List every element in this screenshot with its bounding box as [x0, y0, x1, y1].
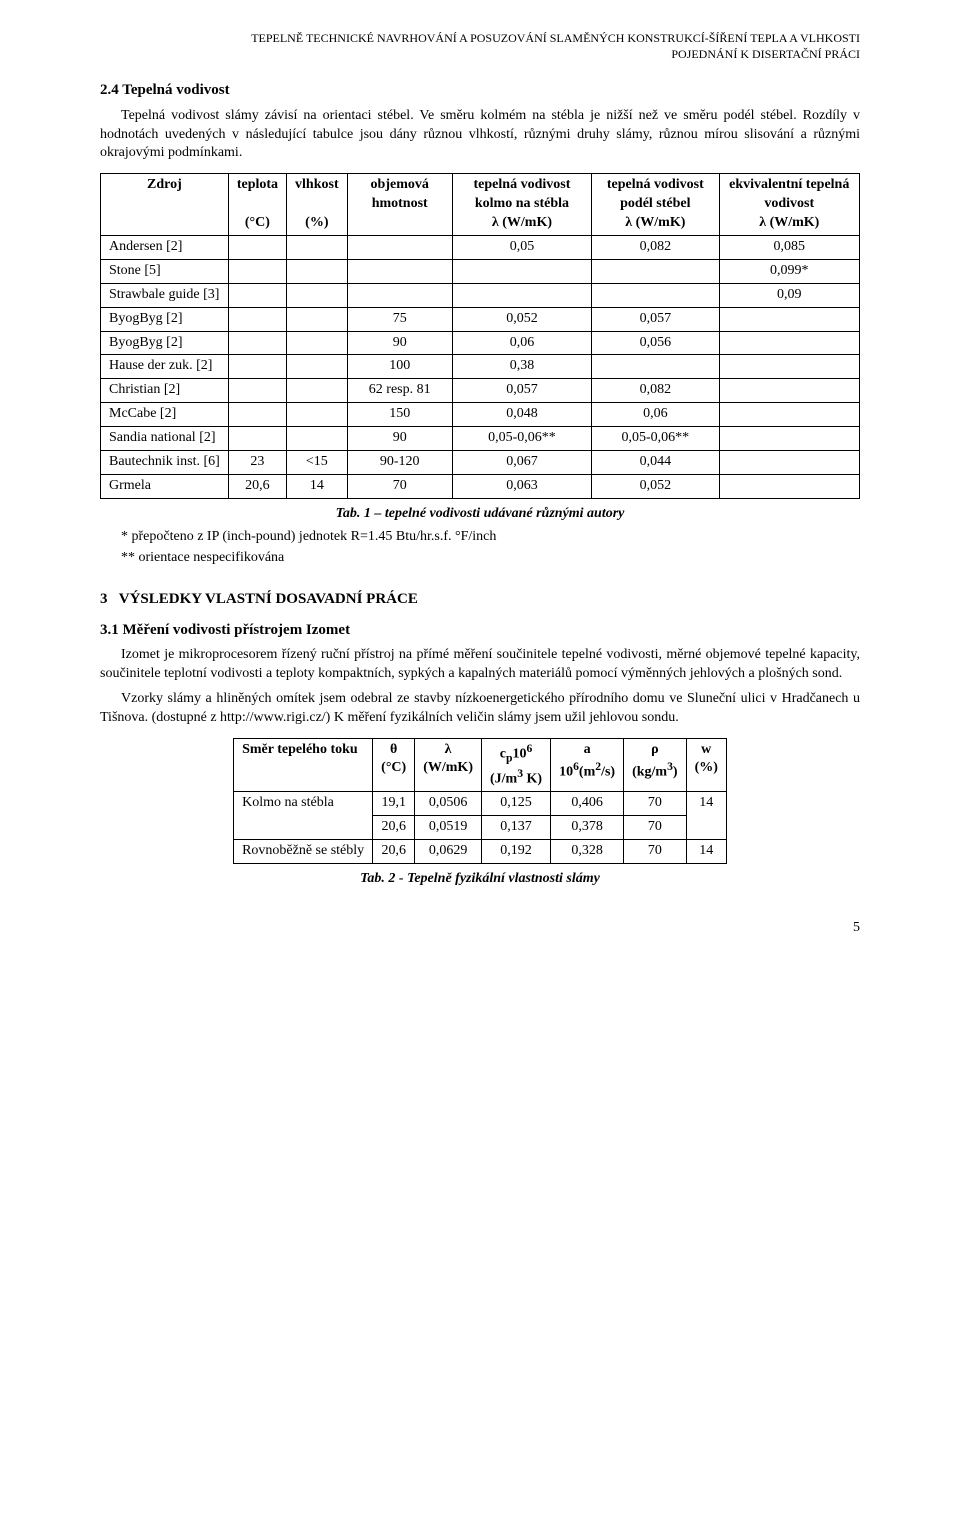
- table-1-footnotes: * přepočteno z IP (inch-pound) jednotek …: [100, 528, 860, 568]
- col-zdroj: Zdroj: [101, 174, 229, 236]
- table-row: Christian [2]62 resp. 810,0570,082: [101, 379, 860, 403]
- col-theta: θ (°C): [373, 738, 415, 792]
- col-hmotnost: objemová hmotnost: [347, 174, 452, 236]
- running-header-line1: TEPELNĚ TECHNICKÉ NAVRHOVÁNÍ A POSUZOVÁN…: [251, 31, 860, 45]
- footnote-star: * přepočteno z IP (inch-pound) jednotek …: [100, 528, 860, 547]
- col-dir: Směr tepelého toku: [234, 738, 373, 792]
- paragraph-2-4-1: Tepelná vodivost slámy závisí na orienta…: [100, 107, 860, 164]
- table-2: Směr tepelého toku θ (°C) λ (W/mK) cp106…: [233, 738, 727, 864]
- col-w: w (%): [686, 738, 726, 792]
- table-row: Směr tepelého toku θ (°C) λ (W/mK) cp106…: [234, 738, 727, 792]
- table-row: Stone [5]0,099*: [101, 259, 860, 283]
- col-a: a106(m2/s): [551, 738, 624, 792]
- running-header: TEPELNĚ TECHNICKÉ NAVRHOVÁNÍ A POSUZOVÁN…: [100, 30, 860, 62]
- table-row: Zdroj teplota (°C) vlhkost (%) objemová …: [101, 174, 860, 236]
- footnote-dstar: ** orientace nespecifikována: [100, 549, 860, 568]
- col-lambda: λ (W/mK): [415, 738, 482, 792]
- col-cp: cp106(J/m3 K): [481, 738, 550, 792]
- table-row: Hause der zuk. [2]1000,38: [101, 355, 860, 379]
- paragraph-3-1-2: Vzorky slámy a hliněných omítek jsem ode…: [100, 690, 860, 728]
- heading-2-4: 2.4 Tepelná vodivost: [100, 80, 860, 100]
- table-row: ByogByg [2]900,060,056: [101, 331, 860, 355]
- table-1: Zdroj teplota (°C) vlhkost (%) objemová …: [100, 173, 860, 498]
- table-row: Bautechnik inst. [6]23<1590-1200,0670,04…: [101, 450, 860, 474]
- heading-3: 3 VÝSLEDKY VLASTNÍ DOSAVADNÍ PRÁCE: [100, 589, 860, 609]
- col-rho: ρ(kg/m3): [624, 738, 687, 792]
- table-row: ByogByg [2]750,0520,057: [101, 307, 860, 331]
- page-number: 5: [100, 919, 860, 938]
- col-vlhkost: vlhkost (%): [287, 174, 348, 236]
- running-header-line2: POJEDNÁNÍ K DISERTAČNÍ PRÁCI: [671, 47, 860, 61]
- table-row: Strawbale guide [3]0,09: [101, 283, 860, 307]
- table-row: Grmela20,614700,0630,052: [101, 474, 860, 498]
- table-row: Rovnoběžně se stébly20,60,06290,1920,328…: [234, 840, 727, 864]
- heading-3-num: 3: [100, 591, 108, 607]
- heading-3-text: VÝSLEDKY VLASTNÍ DOSAVADNÍ PRÁCE: [119, 591, 418, 607]
- col-lambda-par: tepelná vodivost podél stébel λ (W/mK): [592, 174, 719, 236]
- table-row: Andersen [2]0,050,0820,085: [101, 235, 860, 259]
- table-2-caption: Tab. 2 - Tepelně fyzikální vlastnosti sl…: [100, 870, 860, 889]
- table-1-caption: Tab. 1 – tepelné vodivosti udávané různý…: [100, 505, 860, 524]
- table-row: McCabe [2]1500,0480,06: [101, 403, 860, 427]
- col-lambda-eq: ekvivalentní tepelná vodivost λ (W/mK): [719, 174, 859, 236]
- table-row: Sandia national [2]900,05-0,06**0,05-0,0…: [101, 427, 860, 451]
- col-teplota: teplota (°C): [228, 174, 286, 236]
- heading-3-1: 3.1 Měření vodivosti přístrojem Izomet: [100, 620, 860, 640]
- table-row: Kolmo na stébla19,10,05060,1250,4067014: [234, 792, 727, 816]
- paragraph-3-1-1: Izomet je mikroprocesorem řízený ruční p…: [100, 646, 860, 684]
- col-lambda-perp: tepelná vodivost kolmo na stébla λ (W/mK…: [452, 174, 591, 236]
